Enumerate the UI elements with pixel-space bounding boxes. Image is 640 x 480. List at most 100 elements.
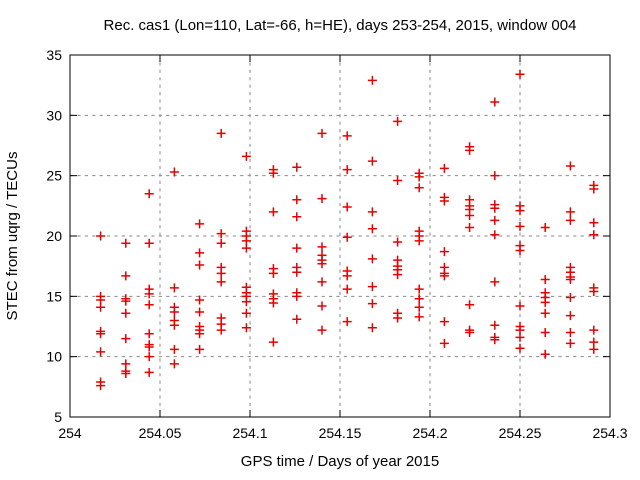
data-point (292, 291, 302, 301)
data-point (169, 167, 179, 177)
data-point (195, 219, 205, 229)
data-point (144, 352, 154, 362)
data-point (515, 343, 525, 353)
data-point (241, 308, 251, 318)
y-tick-label: 25 (46, 168, 62, 184)
data-point (565, 338, 575, 348)
y-tick-label: 15 (46, 288, 62, 304)
data-point (540, 308, 550, 318)
data-point (195, 344, 205, 354)
data-point (317, 259, 327, 269)
data-point (589, 218, 599, 228)
data-point (367, 254, 377, 264)
data-point (414, 294, 424, 304)
data-point (195, 295, 205, 305)
data-point (367, 75, 377, 85)
data-point (465, 145, 475, 155)
data-point (144, 289, 154, 299)
data-point (540, 297, 550, 307)
x-tick-label: 254.1 (232, 425, 267, 441)
data-point (96, 329, 106, 339)
data-point (121, 308, 131, 318)
data-point (241, 323, 251, 333)
data-point (565, 328, 575, 338)
data-point (589, 325, 599, 335)
y-tick-label: 30 (46, 107, 62, 123)
data-point (292, 195, 302, 205)
data-point (144, 300, 154, 310)
data-point (490, 97, 500, 107)
data-point (342, 232, 352, 242)
data-point (342, 202, 352, 212)
data-point (144, 329, 154, 339)
data-point (268, 207, 278, 217)
data-point (589, 230, 599, 240)
data-point (169, 344, 179, 354)
data-point (268, 168, 278, 178)
y-tick-label: 20 (46, 228, 62, 244)
data-point (121, 334, 131, 344)
data-point (490, 277, 500, 287)
data-point (367, 207, 377, 217)
data-point (465, 223, 475, 233)
data-point (317, 128, 327, 138)
x-axis-label: GPS time / Days of year 2015 (241, 453, 439, 470)
data-point (490, 203, 500, 213)
data-point (490, 171, 500, 181)
data-point (439, 196, 449, 206)
x-tick-labels: 254 254.05 254.1 254.15 254.2 254.25 254.3 (58, 425, 627, 441)
data-point (414, 302, 424, 312)
data-point (317, 242, 327, 252)
data-point (589, 184, 599, 194)
data-point (540, 223, 550, 233)
y-axis-label: STEC from uqrg / TECUs (4, 152, 21, 321)
data-point (121, 271, 131, 281)
data-point (515, 221, 525, 231)
data-point (439, 247, 449, 257)
data-point (317, 301, 327, 311)
data-point (465, 210, 475, 220)
data-point (490, 335, 500, 345)
data-point (169, 283, 179, 293)
data-point (367, 323, 377, 333)
data-point (195, 248, 205, 258)
data-point (292, 212, 302, 222)
data-point (393, 237, 403, 247)
data-point (367, 282, 377, 292)
y-tick-label: 5 (54, 409, 62, 425)
data-point (515, 332, 525, 342)
data-point (367, 299, 377, 309)
data-point (144, 342, 154, 352)
data-point (96, 347, 106, 357)
data-point (439, 338, 449, 348)
data-point (515, 69, 525, 79)
data-point (292, 243, 302, 253)
chart-title: Rec. cas1 (Lon=110, Lat=-66, h=HE), days… (104, 17, 577, 34)
data-point (565, 207, 575, 217)
data-point (96, 302, 106, 312)
data-points (96, 69, 599, 391)
data-point (367, 156, 377, 166)
data-point (169, 307, 179, 317)
data-point (268, 268, 278, 278)
y-tick-label: 35 (46, 47, 62, 63)
data-point (241, 151, 251, 161)
data-point (268, 298, 278, 308)
data-point (241, 297, 251, 307)
data-point (292, 314, 302, 324)
data-point (515, 206, 525, 216)
data-point (144, 238, 154, 248)
data-point (144, 367, 154, 377)
data-point (439, 163, 449, 173)
data-point (292, 267, 302, 277)
data-point (216, 325, 226, 335)
data-point (540, 328, 550, 338)
data-point (169, 359, 179, 369)
data-point (216, 128, 226, 138)
data-point (439, 317, 449, 327)
data-point (169, 320, 179, 330)
data-point (216, 238, 226, 248)
data-point (565, 161, 575, 171)
